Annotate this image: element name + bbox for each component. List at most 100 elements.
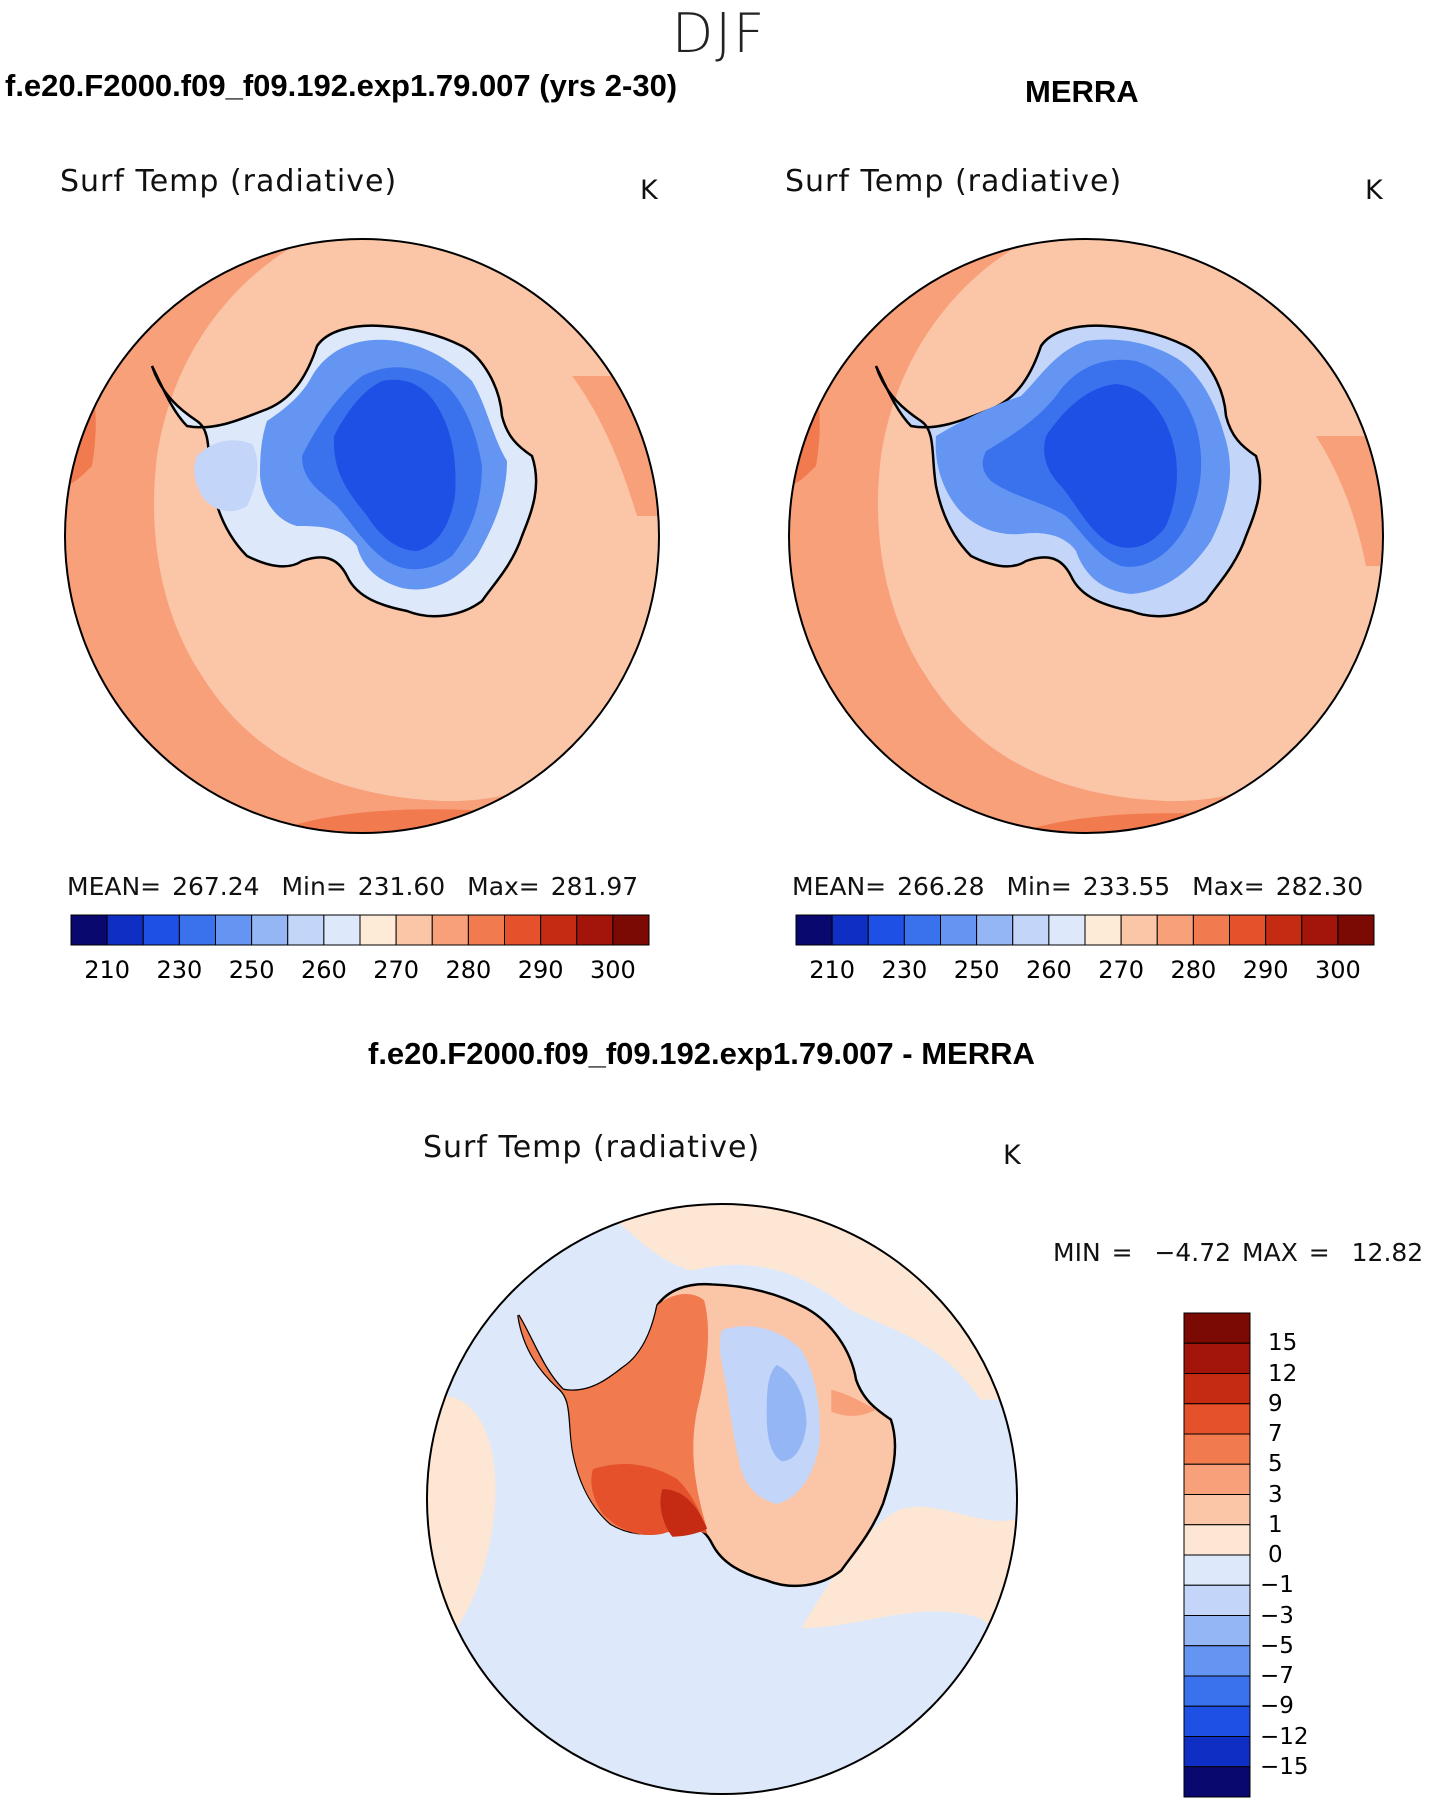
colorbar-swatch — [1183, 1342, 1251, 1374]
colorbar-level-label: −12 — [1260, 1723, 1309, 1750]
colorbar-swatch — [287, 914, 325, 946]
colorbar-swatch — [142, 914, 180, 946]
map-left-model — [64, 238, 660, 834]
colorbar-swatch — [431, 914, 469, 946]
colorbar-tick-label: 260 — [300, 956, 347, 984]
colorbar-tick-label: 270 — [1098, 956, 1145, 984]
colorbar-level-label: −1 — [1260, 1572, 1294, 1599]
colorbar-tick-label: 290 — [517, 956, 564, 984]
colorbar-level-label: 3 — [1268, 1481, 1283, 1508]
panel-right-stats: MEAN= 266.28 Min= 233.55 Max= 282.30 — [792, 872, 1363, 901]
min-value: 231.60 — [357, 872, 446, 901]
panel-left-title: f.e20.F2000.f09_f09.192.exp1.79.007 (yrs… — [5, 68, 678, 103]
colorbar-swatch — [1012, 914, 1050, 946]
colorbar-swatch — [251, 914, 289, 946]
colorbar-right — [795, 914, 1375, 946]
colorbar-level-label: −7 — [1260, 1663, 1294, 1689]
colorbar-swatch — [1183, 1554, 1251, 1586]
colorbar-right-ticks: 210 230 250 260 270 280 290 300 — [795, 956, 1375, 986]
colorbar-swatch — [1183, 1312, 1251, 1344]
colorbar-swatch — [867, 914, 905, 946]
diff-minmax: MIN = −4.72 MAX = 12.82 — [1053, 1238, 1423, 1267]
colorbar-swatch — [903, 914, 941, 946]
colorbar-swatch — [70, 914, 108, 946]
map-difference — [425, 1202, 1019, 1796]
max-value: 282.30 — [1275, 872, 1364, 901]
colorbar-swatch — [1183, 1463, 1251, 1495]
colorbar-level-label: −3 — [1260, 1602, 1294, 1629]
min-value: 233.55 — [1082, 872, 1171, 901]
colorbar-tick-label: 250 — [228, 956, 275, 984]
panel-left-stats: MEAN= 267.24 Min= 231.60 Max= 281.97 — [67, 872, 638, 901]
max-value: 281.97 — [550, 872, 639, 901]
diff-title: f.e20.F2000.f09_f09.192.exp1.79.007 - ME… — [368, 1036, 1035, 1071]
colorbar-swatch — [1265, 914, 1303, 946]
colorbar-swatch — [1337, 914, 1375, 946]
colorbar-tick-label: 260 — [1025, 956, 1072, 984]
colorbar-tick-label: 300 — [1314, 956, 1361, 984]
colorbar-swatch — [1183, 1645, 1251, 1677]
min-label: Min= — [1006, 872, 1072, 901]
colorbar-swatch — [504, 914, 542, 946]
colorbar-swatch — [1183, 1494, 1251, 1526]
colorbar-swatch — [395, 914, 433, 946]
diff-max-value: 12.82 — [1351, 1238, 1424, 1267]
panel-left-units: K — [640, 175, 658, 206]
colorbar-level-label: −5 — [1260, 1632, 1294, 1659]
colorbar-swatch — [1183, 1373, 1251, 1405]
colorbar-level-label: 9 — [1268, 1390, 1283, 1417]
colorbar-swatch — [1301, 914, 1339, 946]
diff-min-value: −4.72 — [1154, 1238, 1232, 1267]
colorbar-swatch — [215, 914, 253, 946]
colorbar-level-label: 15 — [1268, 1330, 1298, 1357]
colorbar-swatch — [1183, 1524, 1251, 1556]
colorbar-swatch — [1183, 1403, 1251, 1435]
colorbar-swatch — [1183, 1433, 1251, 1465]
colorbar-swatch — [612, 914, 650, 946]
season-title: DJF — [671, 2, 767, 65]
panel-right-variable: Surf Temp (radiative) — [785, 164, 1123, 199]
colorbar-swatch — [323, 914, 361, 946]
colorbar-swatch — [1156, 914, 1194, 946]
colorbar-tick-label: 290 — [1242, 956, 1289, 984]
colorbar-tick-label: 270 — [373, 956, 420, 984]
mean-label: MEAN= — [792, 872, 887, 901]
colorbar-tick-label: 280 — [1170, 956, 1217, 984]
colorbar-difference — [1183, 1312, 1251, 1798]
colorbar-swatch — [1120, 914, 1158, 946]
colorbar-swatch — [940, 914, 978, 946]
colorbar-swatch — [1183, 1615, 1251, 1647]
colorbar-swatch — [831, 914, 869, 946]
colorbar-level-label: 1 — [1268, 1511, 1283, 1538]
diff-units: K — [1003, 1140, 1021, 1171]
diff-variable: Surf Temp (radiative) — [423, 1130, 761, 1165]
colorbar-swatch — [359, 914, 397, 946]
colorbar-level-label: 12 — [1268, 1360, 1298, 1387]
colorbar-swatch — [1183, 1736, 1251, 1768]
max-label: Max= — [467, 872, 540, 901]
colorbar-tick-label: 250 — [953, 956, 1000, 984]
colorbar-swatch — [1183, 1766, 1251, 1798]
mean-value: 266.28 — [897, 872, 985, 901]
colorbar-tick-label: 210 — [84, 956, 131, 984]
colorbar-swatch — [467, 914, 505, 946]
mean-label: MEAN= — [67, 872, 162, 901]
colorbar-swatch — [1183, 1705, 1251, 1737]
colorbar-tick-label: 230 — [156, 956, 203, 984]
colorbar-level-label: −15 — [1260, 1753, 1309, 1780]
colorbar-level-label: −9 — [1260, 1693, 1294, 1720]
colorbar-swatch — [795, 914, 833, 946]
diff-min-label: MIN = — [1053, 1238, 1133, 1267]
max-label: Max= — [1192, 872, 1265, 901]
colorbar-swatch — [1192, 914, 1230, 946]
colorbar-swatch — [1048, 914, 1086, 946]
map-right-merra — [788, 238, 1384, 834]
diff-max-label: MAX = — [1242, 1238, 1330, 1267]
colorbar-swatch — [1183, 1675, 1251, 1707]
colorbar-left — [70, 914, 650, 946]
panel-right-units: K — [1365, 175, 1383, 206]
panel-right-title: MERRA — [1025, 74, 1139, 109]
colorbar-level-label: 7 — [1268, 1421, 1283, 1447]
colorbar-difference-labels: 15 12 9 7 5 3 1 0 −1 −3 −5 −7 −9 −12 −15 — [1260, 1312, 1368, 1798]
colorbar-tick-label: 300 — [589, 956, 636, 984]
